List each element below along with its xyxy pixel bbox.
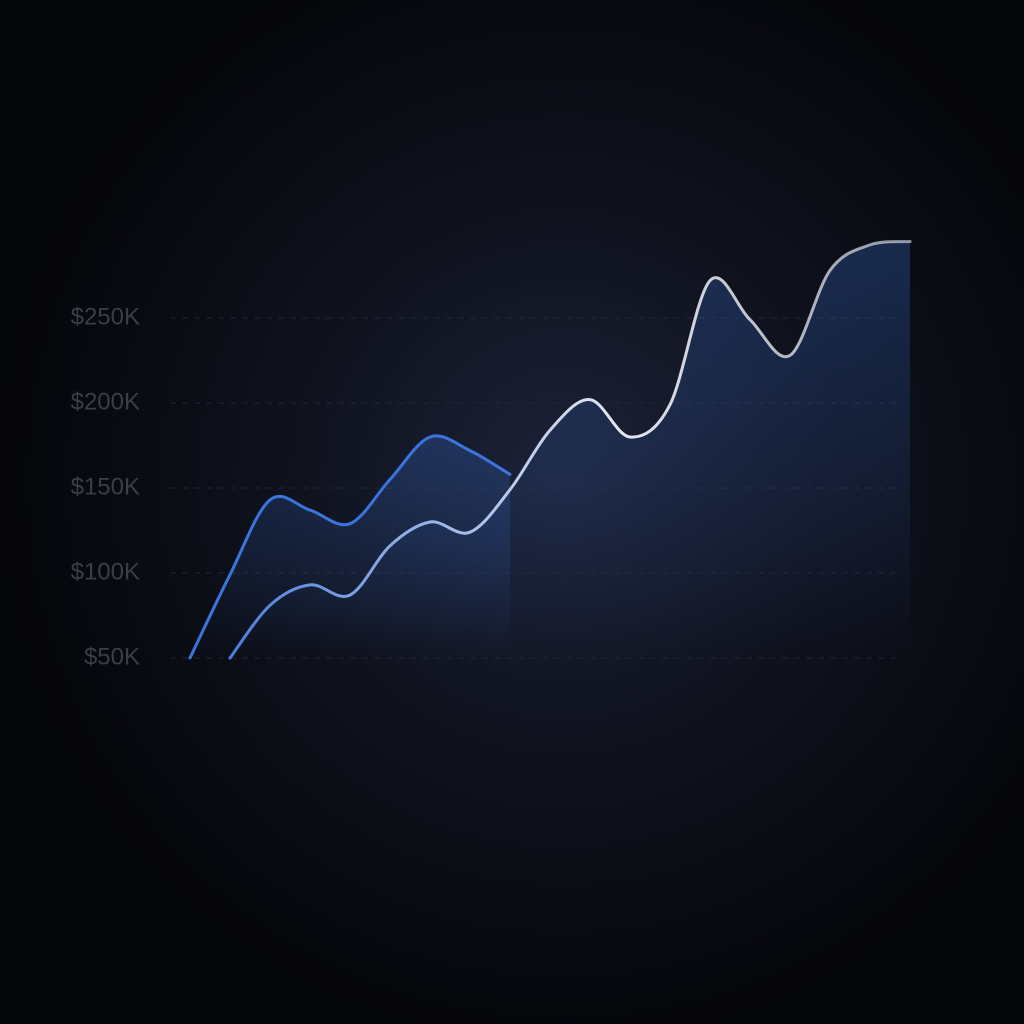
y-tick-label: $100K: [71, 558, 140, 585]
y-tick-label: $200K: [71, 388, 140, 415]
y-tick-label: $150K: [71, 473, 140, 500]
y-tick-label: $250K: [71, 303, 140, 330]
line-series: [228, 240, 912, 660]
line-series: [188, 434, 512, 660]
y-tick-label: $50K: [84, 643, 140, 670]
area-fill: [230, 241, 910, 658]
